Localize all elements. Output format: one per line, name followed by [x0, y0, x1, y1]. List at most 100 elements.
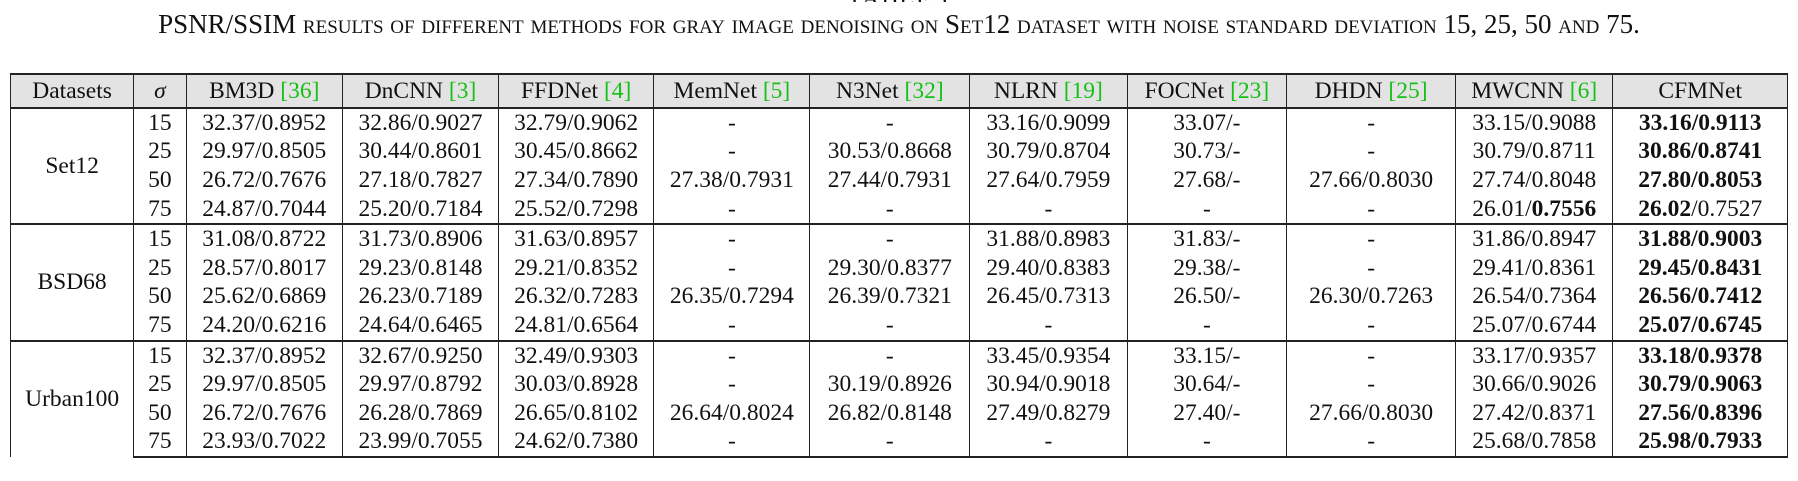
- result-cell: 24.20/0.6216: [185, 311, 343, 342]
- column-header: DHDN [25]: [1286, 73, 1457, 109]
- result-cell: 28.57/0.8017: [185, 253, 343, 283]
- result-cell: 29.23/0.8148: [341, 253, 500, 283]
- column-header-label: N3Net: [835, 77, 899, 104]
- column-header: FFDNet [4]: [498, 73, 655, 109]
- result-cell: 27.44/0.7931: [809, 166, 971, 195]
- table-row: 25 28.57/0.8017 29.23/0.8148 29.21/0.8352-2…: [11, 253, 1788, 283]
- citation-link[interactable]: [19]: [1063, 77, 1103, 104]
- table-row: 25 29.97/0.8505 30.44/0.8601 30.45/0.8662-3…: [11, 137, 1788, 167]
- result-cell: 29.21/0.8352: [498, 253, 655, 283]
- result-cell: 31.63/0.8957: [498, 223, 655, 254]
- column-header-label: CFMNet: [1658, 77, 1742, 104]
- column-header: σ: [133, 73, 187, 109]
- result-cell: 27.42/0.8371: [1455, 398, 1614, 428]
- result-cell: 29.97/0.8505: [185, 137, 343, 167]
- result-cell: 30.94/0.9018: [969, 370, 1128, 399]
- result-cell: 33.17/0.9357: [1455, 339, 1614, 371]
- column-header-label: σ: [154, 77, 166, 104]
- result-cell: 24.64/0.6465: [341, 311, 500, 342]
- result-cell: -: [1286, 108, 1457, 138]
- column-header-label: MemNet: [673, 77, 757, 104]
- column-header-label: DHDN: [1314, 77, 1383, 104]
- column-header: FOCNet [23]: [1126, 73, 1288, 109]
- result-cell: 33.07/-: [1126, 108, 1288, 138]
- column-header-label: BM3D: [209, 77, 275, 104]
- citation-link[interactable]: [4]: [603, 77, 632, 104]
- citation-link[interactable]: [32]: [904, 77, 944, 104]
- citation-link[interactable]: [23]: [1230, 77, 1270, 104]
- result-cell: 27.40/-: [1126, 398, 1288, 428]
- result-cell: -: [1286, 253, 1457, 283]
- column-header-label: MWCNN: [1471, 77, 1564, 104]
- result-cell: 26.45/0.7313: [969, 282, 1128, 312]
- citation-link[interactable]: [25]: [1388, 77, 1428, 104]
- result-cell: 30.44/0.8601: [341, 137, 500, 167]
- result-cell: 26.65/0.8102: [498, 398, 655, 428]
- citation-link[interactable]: [3]: [448, 77, 477, 104]
- result-cell: 30.66/0.9026: [1455, 370, 1614, 399]
- column-header: N3Net [32]: [809, 73, 971, 109]
- result-cell: 26.82/0.8148: [809, 398, 971, 428]
- column-header-label: FOCNet: [1144, 77, 1225, 104]
- ssim-value: 0.7556: [1531, 195, 1597, 222]
- dataset-name-cell: Urban100: [9, 339, 135, 458]
- result-cell: 25.62/0.6869: [185, 282, 343, 312]
- result-cell: 30.79/0.8704: [969, 137, 1128, 167]
- sigma-cell: 25: [133, 137, 187, 167]
- result-cell: 31.88/0.8983: [969, 223, 1128, 254]
- citation-link[interactable]: [6]: [1569, 77, 1598, 104]
- result-cell: 24.62/0.7380: [498, 427, 655, 459]
- result-cell: 26.02/0.7527: [1612, 194, 1788, 226]
- result-cell: 29.40/0.8383: [969, 253, 1128, 283]
- column-header: CFMNet: [1612, 73, 1788, 109]
- result-cell: 31.88/0.9003: [1612, 223, 1788, 254]
- result-cell: -: [1286, 339, 1457, 371]
- result-cell: 27.66/0.8030: [1286, 398, 1457, 428]
- result-cell: 30.19/0.8926: [809, 370, 971, 399]
- citation-link[interactable]: [36]: [280, 77, 320, 104]
- result-cell: 27.56/0.8396: [1612, 398, 1788, 428]
- result-cell: 27.34/0.7890: [498, 166, 655, 195]
- result-cell: 23.93/0.7022: [185, 427, 343, 459]
- result-cell: 27.38/0.7931: [653, 166, 811, 195]
- sigma-cell: 75: [133, 194, 187, 226]
- result-cell: 25.07/0.6745: [1612, 311, 1788, 342]
- sigma-cell: 25: [133, 370, 187, 399]
- result-cell: -: [653, 108, 811, 138]
- result-cell: -: [809, 427, 971, 459]
- sigma-cell: 15: [133, 339, 187, 371]
- result-cell: 26.30/0.7263: [1286, 282, 1457, 312]
- result-cell: 32.79/0.9062: [498, 108, 655, 138]
- column-header: MemNet [5]: [653, 73, 811, 109]
- result-cell: -: [809, 223, 971, 254]
- result-cell: 26.64/0.8024: [653, 398, 811, 428]
- table-row: 50 25.62/0.6869 26.23/0.7189 26.32/0.7283 26…: [11, 282, 1788, 312]
- citation-link[interactable]: [5]: [762, 77, 791, 104]
- sigma-cell: 75: [133, 311, 187, 342]
- result-cell: 33.16/0.9099: [969, 108, 1128, 138]
- result-cell: 27.49/0.8279: [969, 398, 1128, 428]
- result-cell: 33.15/-: [1126, 339, 1288, 371]
- table-row: 50 26.72/0.7676 27.18/0.7827 27.34/0.7890 27…: [11, 166, 1788, 195]
- result-cell: -: [1286, 137, 1457, 167]
- sigma-cell: 75: [133, 427, 187, 459]
- header-row: Datasets σ BM3D [36] DnCNN [3] FFDNet [4] Mem…: [9, 73, 1788, 109]
- result-cell: 29.97/0.8792: [341, 370, 500, 399]
- result-cell: 27.66/0.8030: [1286, 166, 1457, 195]
- result-cell: 25.68/0.7858: [1455, 427, 1614, 459]
- result-cell: 25.07/0.6744: [1455, 311, 1614, 342]
- column-header: NLRN [19]: [969, 73, 1128, 109]
- result-cell: 32.37/0.8952: [185, 108, 343, 138]
- result-cell: 26.50/-: [1126, 282, 1288, 312]
- result-cell: 29.38/-: [1126, 253, 1288, 283]
- result-cell: 29.97/0.8505: [185, 370, 343, 399]
- result-cell: 25.20/0.7184: [341, 194, 500, 226]
- result-cell: -: [653, 339, 811, 371]
- result-cell: -: [969, 194, 1128, 226]
- table-row: BSD68 15 31.08/0.8722 31.73/0.8906 31.63/0.8…: [9, 223, 1788, 341]
- column-header-label: NLRN: [993, 77, 1058, 104]
- result-cell: 26.39/0.7321: [809, 282, 971, 312]
- result-cell: -: [1126, 427, 1288, 459]
- result-cell: 30.79/0.9063: [1612, 370, 1788, 399]
- result-cell: -: [653, 253, 811, 283]
